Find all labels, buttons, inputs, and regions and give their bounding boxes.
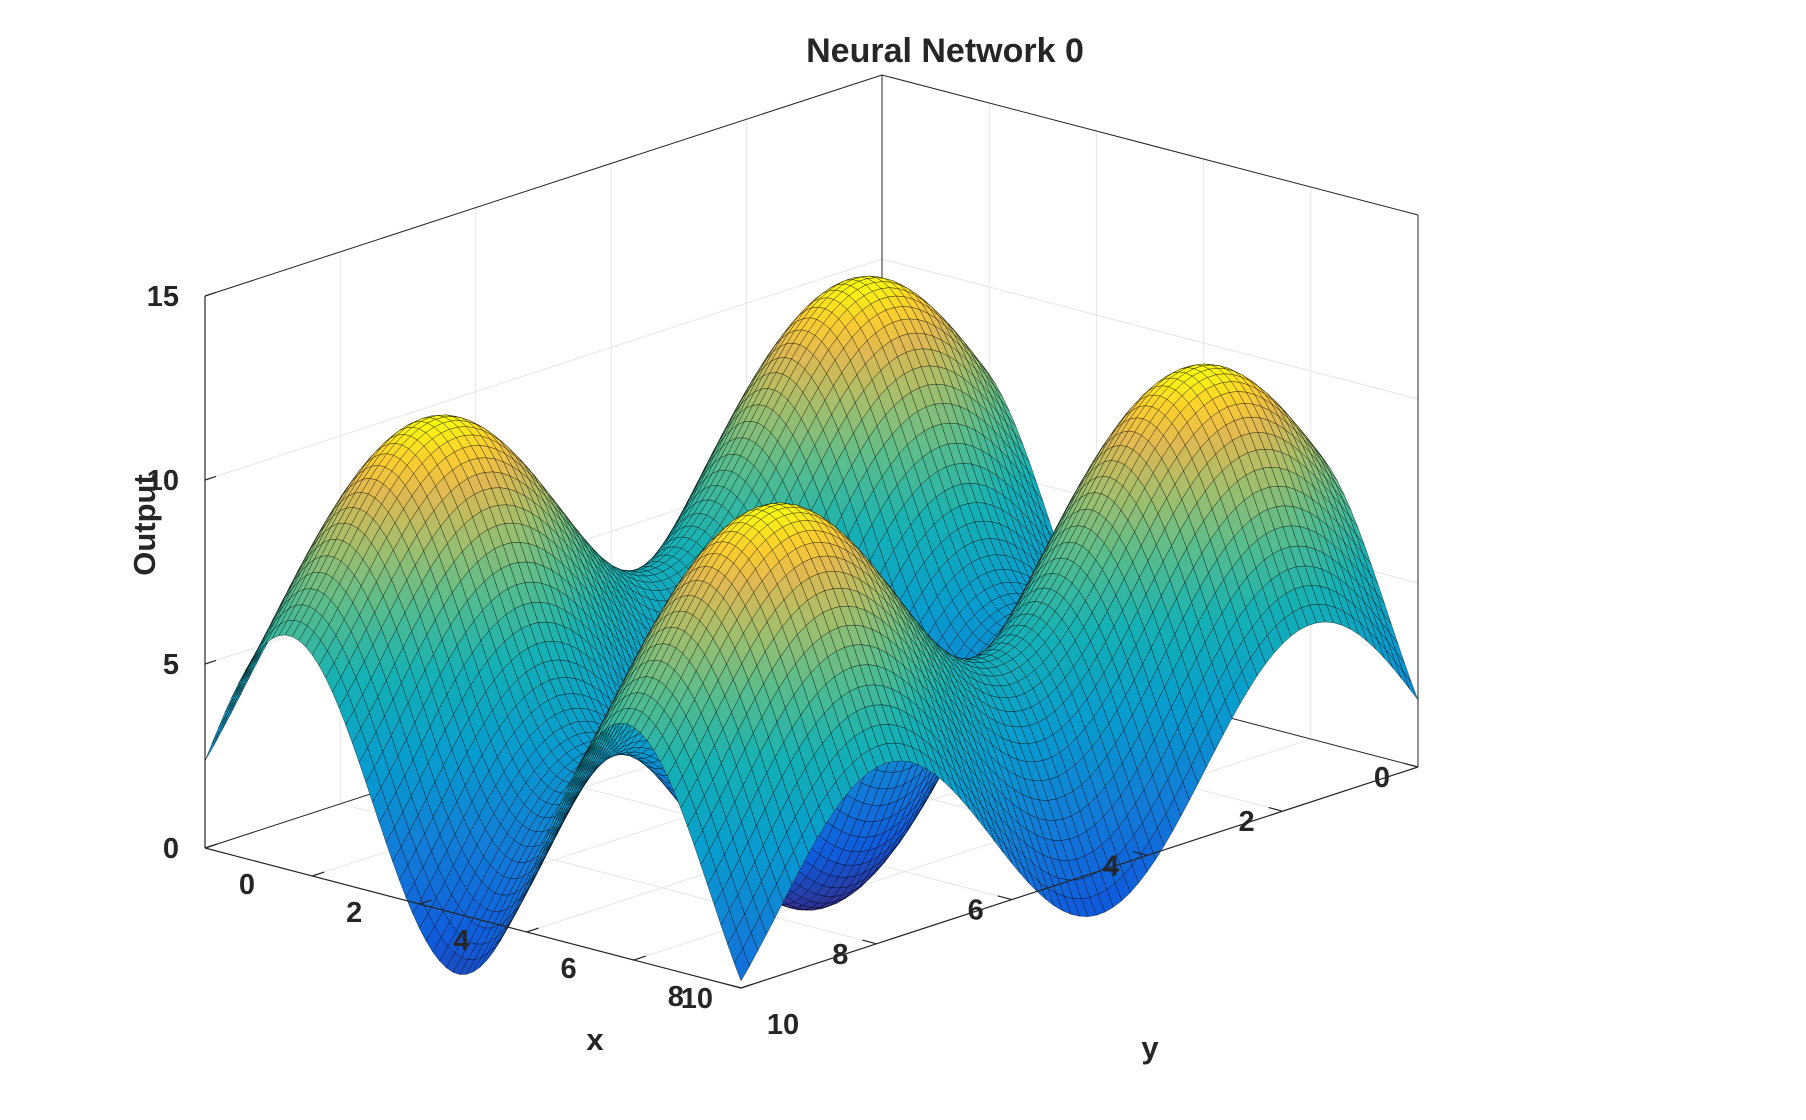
- box-edge: [204, 74, 883, 297]
- surface-patch: [226, 681, 243, 714]
- surface-patch: [219, 697, 236, 730]
- surface-mesh: [204, 275, 1419, 982]
- surface-patch: [204, 729, 221, 762]
- surface-patch: [213, 713, 229, 747]
- wall-grid-z: [204, 74, 1419, 297]
- surface-patch: [1402, 670, 1419, 701]
- surface-patch: [228, 681, 245, 715]
- box-edge: [881, 74, 1419, 216]
- surface-patch: [211, 712, 228, 745]
